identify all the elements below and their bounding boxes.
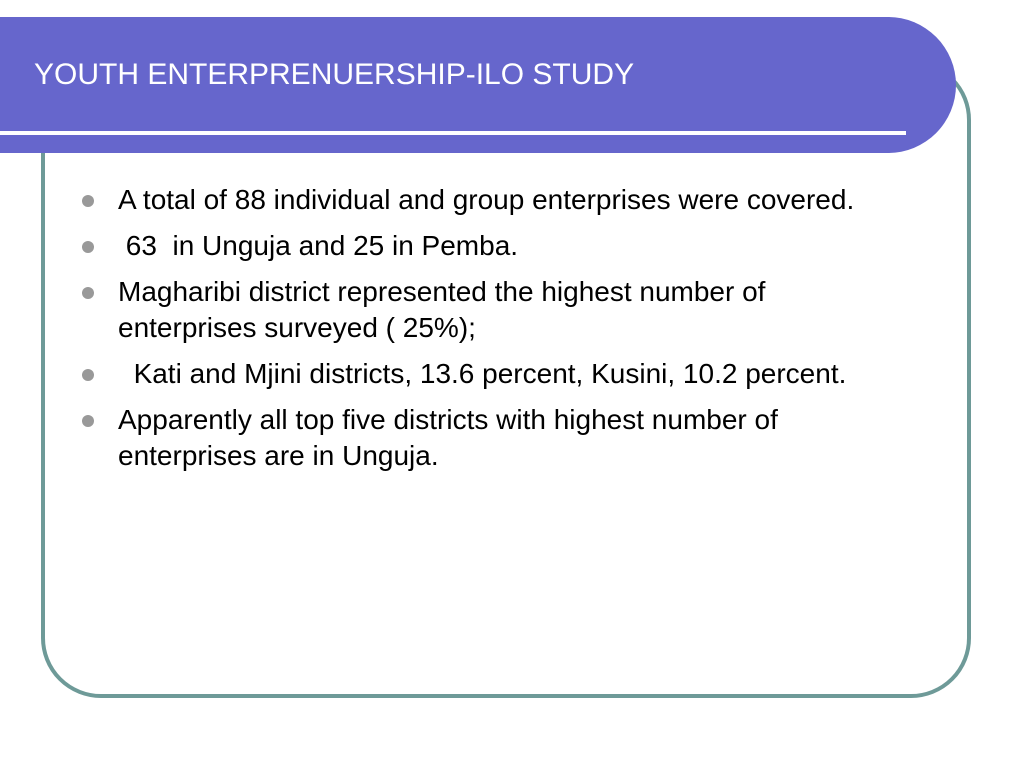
bullet: Magharibi district represented the highe… <box>80 274 910 346</box>
title-underline <box>0 131 906 135</box>
title-band <box>0 17 956 153</box>
bullet: Kati and Mjini districts, 13.6 percent, … <box>80 356 910 392</box>
slide-title: YOUTH ENTERPRENUERSHIP-ILO STUDY <box>34 58 635 91</box>
bullet-list: A total of 88 individual and group enter… <box>80 182 910 484</box>
bullet: 63 in Unguja and 25 in Pemba. <box>80 228 910 264</box>
bullet: Apparently all top five districts with h… <box>80 402 910 474</box>
bullet: A total of 88 individual and group enter… <box>80 182 910 218</box>
